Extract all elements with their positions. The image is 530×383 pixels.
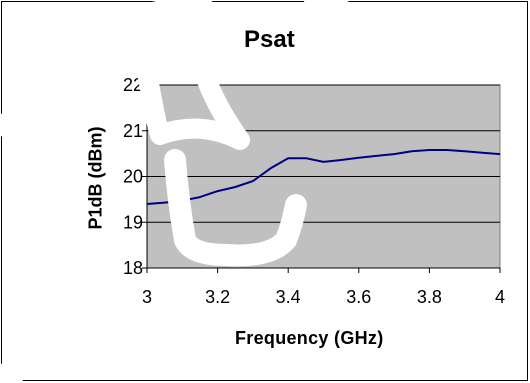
watermark	[0, 0, 373, 383]
y-tick-label: 19	[123, 212, 143, 232]
y-tick-label: 18	[123, 258, 143, 278]
x-tick-label: 3	[142, 287, 152, 307]
x-axis-label: Frequency (GHz)	[235, 328, 384, 348]
series-group	[146, 149, 501, 205]
y-axis-label: P1dB (dBm)	[85, 126, 106, 230]
x-tick-label: 3.2	[205, 287, 230, 307]
x-tick-label: 3.6	[346, 287, 371, 307]
x-tick-label: 4	[495, 287, 505, 307]
chart-title: Psat	[244, 26, 295, 53]
series-line	[146, 149, 501, 205]
tick-labels: 18 19 20 21 22 3 3.2 3.4 3.6 3.8 4	[123, 75, 505, 307]
x-tick-label: 3.8	[417, 287, 442, 307]
x-tick-label: 3.4	[276, 287, 301, 307]
y-tick-label: 20	[123, 167, 143, 187]
y-tick-label: 22	[123, 75, 143, 95]
y-tick-label: 21	[123, 121, 143, 141]
